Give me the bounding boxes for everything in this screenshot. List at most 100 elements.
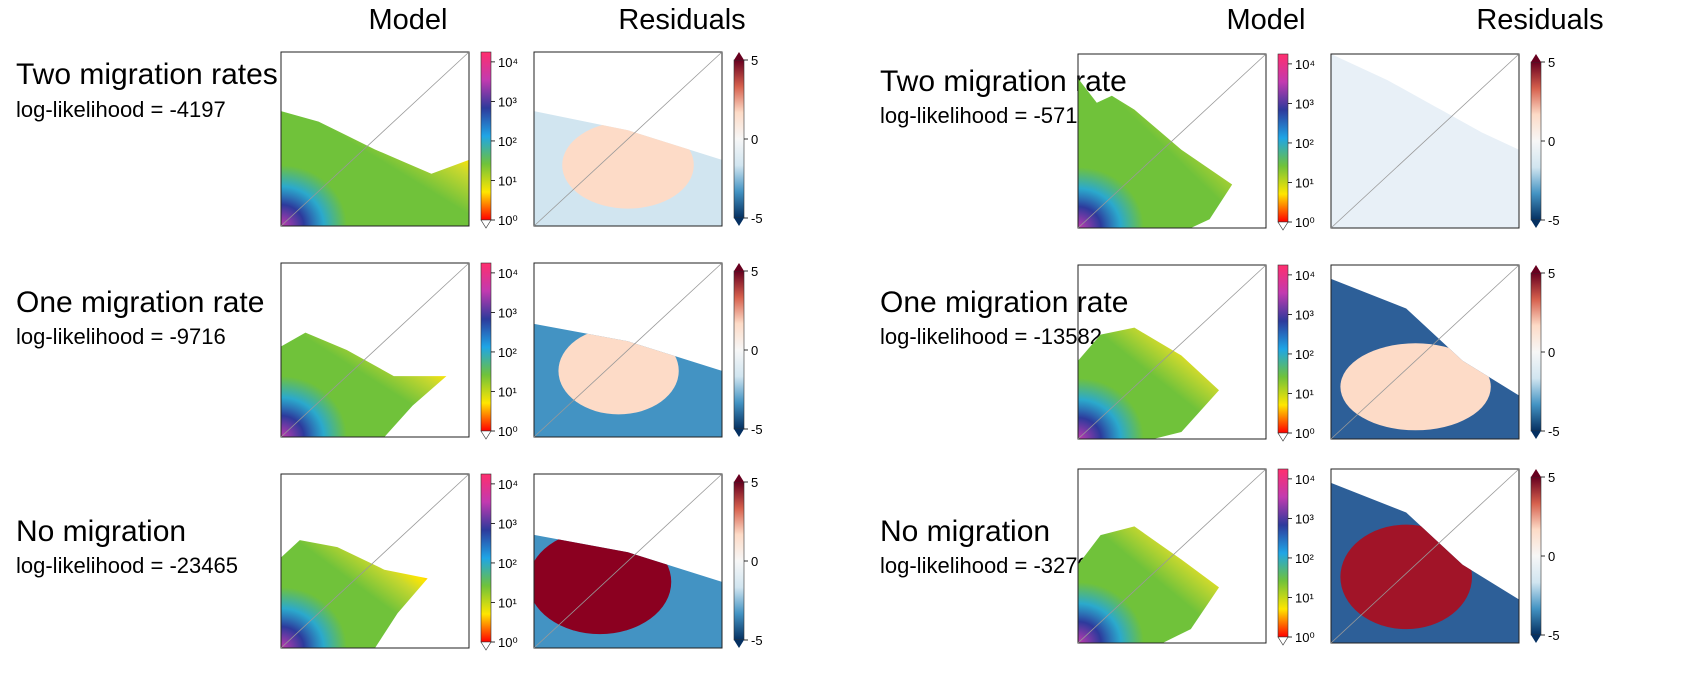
residual-colorbar-right-2: 5 0 -5 (1530, 265, 1560, 439)
residual-diagonal-left-1 (533, 51, 723, 227)
model-diagonal-right-1 (1077, 53, 1267, 229)
model-colorbar-label-left-2-3: 10³ (498, 305, 517, 320)
residual-frame-right-3 (1330, 468, 1520, 644)
residual-colorbar-label-left-2-1: 0 (751, 343, 758, 358)
residual-colorbar-extend-top-right-2 (1531, 265, 1541, 273)
model-heatmap-left-2 (280, 262, 470, 438)
residual-colorbar-extend-bottom-left-1 (734, 218, 744, 226)
model-colorbar-extend-right-2 (1277, 432, 1289, 442)
model-frame-right-3 (1077, 468, 1267, 644)
residual-colorbar-extend-bottom-left-3 (734, 640, 744, 648)
residual-heatmap-left-3 (533, 473, 723, 649)
model-colorbar-extend-right-3 (1277, 636, 1289, 646)
residual-blob-left-2 (558, 327, 679, 415)
model-heatmap-right-3 (1077, 468, 1267, 644)
residual-frame-left-1 (533, 51, 723, 227)
row-title-left-3: No migration (16, 515, 187, 548)
row-title-right-2: One migration rate (880, 286, 1129, 319)
residual-colorbar-label-right-3-0: 5 (1548, 470, 1555, 485)
residual-colorbar-left-3: 5 0 -5 (733, 474, 763, 648)
model-colorbar-label-right-3-2: 10² (1295, 551, 1314, 566)
model-colorbar-label-left-2-1: 10¹ (498, 384, 517, 399)
model-colorbar-label-right-2-4: 10⁴ (1295, 268, 1315, 283)
residual-blob-right-3 (1340, 524, 1472, 630)
column-title-model-left: Model (368, 4, 448, 36)
model-colorbar-label-left-1-4: 10⁴ (498, 55, 518, 70)
model-colorbar-label-right-3-1: 10¹ (1295, 590, 1314, 605)
model-colorbar-extend-left-1 (480, 219, 492, 229)
model-colorbar-label-left-2-4: 10⁴ (498, 266, 518, 281)
residual-diagonal-left-2 (533, 262, 723, 438)
model-colorbar-label-right-2-1: 10¹ (1295, 386, 1314, 401)
residual-colorbar-extend-top-left-2 (734, 263, 744, 271)
model-colorbar-label-left-3-2: 10² (498, 556, 517, 571)
model-colorbar-label-right-1-2: 10² (1295, 136, 1314, 151)
model-diagonal-left-3 (280, 473, 470, 649)
model-colorbar-fill-right-3 (1277, 468, 1289, 638)
residual-colorbar-extend-top-right-1 (1531, 54, 1541, 62)
model-heatmap-right-1 (1077, 53, 1267, 229)
model-frame-left-2 (280, 262, 470, 438)
model-diagonal-right-3 (1077, 468, 1267, 644)
model-colorbar-label-left-2-0: 10⁰ (498, 424, 518, 439)
model-colorbar-right-1: 10⁰ 10¹ 10² 10³ 10⁴ (1277, 53, 1315, 231)
model-colorbar-label-left-3-0: 10⁰ (498, 635, 518, 650)
residual-colorbar-right-1: 5 0 -5 (1530, 54, 1560, 228)
model-colorbar-label-left-1-3: 10³ (498, 94, 517, 109)
model-colorbar-label-right-3-3: 10³ (1295, 511, 1314, 526)
residual-colorbar-extend-bottom-right-3 (1531, 635, 1541, 643)
model-colorbar-left-2: 10⁰ 10¹ 10² 10³ 10⁴ (480, 262, 518, 440)
model-colorbar-fill-right-2 (1277, 264, 1289, 434)
residual-colorbar-fill-right-2 (1530, 272, 1542, 432)
residual-heatmap-right-1 (1330, 53, 1520, 229)
model-frame-left-3 (280, 473, 470, 649)
model-colorbar-label-left-2-2: 10² (498, 345, 517, 360)
residual-colorbar-label-right-1-1: 0 (1548, 134, 1555, 149)
residual-frame-right-2 (1330, 264, 1520, 440)
model-colorbar-label-right-2-0: 10⁰ (1295, 426, 1315, 441)
residual-heatmap-left-1 (533, 51, 723, 227)
residual-colorbar-left-1: 5 0 -5 (733, 52, 763, 226)
residual-colorbar-label-left-2-0: 5 (751, 264, 758, 279)
model-colorbar-fill-left-3 (480, 473, 492, 643)
model-colorbar-label-right-2-3: 10³ (1295, 307, 1314, 322)
loglik-right-2: log-likelihood = -13582 (880, 324, 1102, 349)
model-colorbar-left-1: 10⁰ 10¹ 10² 10³ 10⁴ (480, 51, 518, 229)
residual-colorbar-label-left-3-2: -5 (751, 633, 763, 648)
residual-heatmap-right-3 (1330, 468, 1520, 644)
model-colorbar-label-right-3-4: 10⁴ (1295, 472, 1315, 487)
model-frame-right-1 (1077, 53, 1267, 229)
model-diagonal-left-2 (280, 262, 470, 438)
loglik-right-3: log-likelihood = -32793 (880, 553, 1102, 578)
residual-colorbar-fill-left-1 (733, 59, 745, 219)
residual-colorbar-label-left-3-0: 5 (751, 475, 758, 490)
model-colorbar-extend-left-2 (480, 430, 492, 440)
column-title-residuals-right: Residuals (1476, 4, 1604, 36)
residual-blob-right-2 (1340, 343, 1491, 431)
residual-colorbar-extend-top-left-1 (734, 52, 744, 60)
residual-colorbar-left-2: 5 0 -5 (733, 263, 763, 437)
model-colorbar-label-left-1-2: 10² (498, 134, 517, 149)
model-colorbar-label-left-1-1: 10¹ (498, 173, 517, 188)
residual-colorbar-label-right-2-1: 0 (1548, 345, 1555, 360)
model-colorbar-right-2: 10⁰ 10¹ 10² 10³ 10⁴ (1277, 264, 1315, 442)
row-title-right-3: No migration (880, 515, 1051, 548)
model-colorbar-label-right-1-3: 10³ (1295, 96, 1314, 111)
residual-colorbar-label-right-1-0: 5 (1548, 55, 1555, 70)
residual-frame-left-3 (533, 473, 723, 649)
residual-colorbar-label-left-2-2: -5 (751, 422, 763, 437)
model-colorbar-label-left-3-4: 10⁴ (498, 477, 518, 492)
model-colorbar-right-3: 10⁰ 10¹ 10² 10³ 10⁴ (1277, 468, 1315, 646)
model-colorbar-extend-right-1 (1277, 221, 1289, 231)
model-colorbar-extend-left-3 (480, 641, 492, 651)
residual-colorbar-fill-right-3 (1530, 476, 1542, 636)
model-heatmap-right-2 (1077, 264, 1267, 440)
residual-colorbar-label-right-1-2: -5 (1548, 213, 1560, 228)
residual-colorbar-label-right-2-2: -5 (1548, 424, 1560, 439)
residual-colorbar-right-3: 5 0 -5 (1530, 469, 1560, 643)
model-colorbar-label-left-3-1: 10¹ (498, 595, 517, 610)
residual-colorbar-extend-top-right-3 (1531, 469, 1541, 477)
residual-colorbar-label-right-3-1: 0 (1548, 549, 1555, 564)
residual-heatmap-right-2 (1330, 264, 1520, 440)
model-colorbar-label-left-1-0: 10⁰ (498, 213, 518, 228)
